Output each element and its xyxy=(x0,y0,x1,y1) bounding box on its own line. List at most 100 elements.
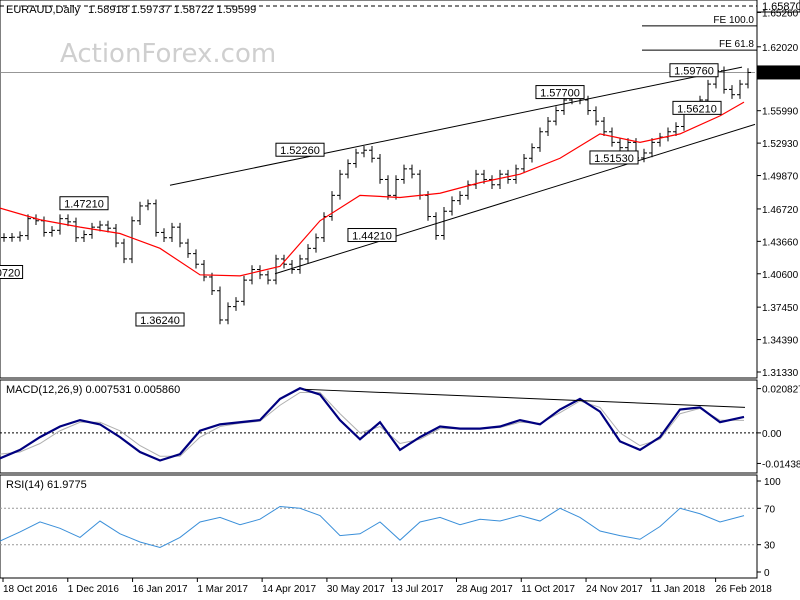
macd-series: 0.020827 0.00 -0.014386 xyxy=(0,385,800,470)
price-bar xyxy=(65,214,71,227)
price-bar xyxy=(97,220,103,232)
x-tick-label: 26 Feb 2018 xyxy=(716,584,773,595)
macd-y-tick-label: 0.00 xyxy=(762,429,782,440)
rsi-line xyxy=(0,505,745,548)
price-annotation: 1.56210 xyxy=(672,100,722,115)
rsi-series: 100 70 30 0 xyxy=(0,477,781,579)
y-tick-label: 1.31330 xyxy=(762,368,799,379)
moving-average-line xyxy=(0,101,745,277)
price-bar xyxy=(361,145,367,158)
price-bar xyxy=(137,201,143,226)
price-bar xyxy=(353,148,359,168)
price-bar xyxy=(121,238,127,264)
x-tick-label: 1 Dec 2016 xyxy=(68,584,120,595)
ohlc-readout: 1.58918 1.59737 1.58722 1.59599 xyxy=(88,4,256,16)
y-tick-label: 1.65260 xyxy=(762,8,799,19)
price-annotation: 1.59760 xyxy=(669,63,719,78)
price-bar xyxy=(617,138,623,152)
y-tick-label: 1.49870 xyxy=(762,172,799,183)
price-bar xyxy=(225,302,231,325)
price-bar xyxy=(585,95,591,115)
price-bar xyxy=(513,164,519,184)
price-bar xyxy=(217,286,223,325)
price-bar xyxy=(601,116,607,137)
price-bar xyxy=(553,106,559,126)
price-bar xyxy=(745,68,751,89)
x-tick-label: 11 Jan 2018 xyxy=(651,584,706,595)
annotation-box xyxy=(347,228,397,243)
annotation-box xyxy=(59,196,109,211)
macd-y-tick-label: -0.014386 xyxy=(762,459,800,470)
price-bar xyxy=(265,270,271,285)
price-bar xyxy=(393,175,399,200)
price-bar xyxy=(441,207,447,240)
rsi-y-tick-label: 100 xyxy=(764,477,781,488)
rsi-y-tick-label: 70 xyxy=(764,504,776,515)
rsi-panel xyxy=(0,474,758,579)
price-annotation: 1.52260 xyxy=(275,142,325,157)
price-bar xyxy=(1,233,7,242)
price-bar xyxy=(57,214,63,235)
annotation-text: 1.56210 xyxy=(677,103,717,115)
fib-level-label: FE 100.0 xyxy=(713,15,754,26)
rsi-y-tick-label: 0 xyxy=(764,568,770,579)
price-bar xyxy=(273,254,279,285)
price-bar xyxy=(401,164,407,184)
price-bar xyxy=(161,228,167,242)
price-bar xyxy=(609,127,615,147)
channel-trendline xyxy=(274,123,756,275)
price-bar xyxy=(385,175,391,200)
price-bar xyxy=(729,85,735,99)
macd-y-tick-label: 0.020827 xyxy=(762,385,800,396)
price-bar xyxy=(105,220,111,233)
price-bar xyxy=(145,199,151,211)
price-bar xyxy=(641,148,647,163)
price-bar xyxy=(721,66,727,94)
current-price-text: 1.59599 xyxy=(762,67,800,79)
price-bar xyxy=(113,223,119,248)
x-tick-label: 1 Mar 2017 xyxy=(197,584,248,595)
price-reference-lines: FE 100.0 FE 61.8 xyxy=(0,5,757,275)
price-bar xyxy=(449,196,455,216)
price-bar xyxy=(369,145,375,163)
price-bar xyxy=(649,138,655,158)
price-bar xyxy=(193,249,199,269)
annotation-text: 1.52260 xyxy=(280,145,320,157)
price-bar xyxy=(337,169,343,200)
x-tick-label: 16 Jan 2017 xyxy=(133,584,188,595)
watermark: ActionForex.com xyxy=(60,39,276,69)
price-bar xyxy=(329,191,335,221)
y-tick-label: 1.52930 xyxy=(762,139,799,150)
price-panel xyxy=(0,0,758,379)
macd-trendline xyxy=(304,388,746,408)
price-bar xyxy=(305,244,311,264)
price-bar xyxy=(241,275,247,306)
price-bar xyxy=(673,122,679,137)
price-bar xyxy=(521,154,527,174)
y-tick-label: 1.43660 xyxy=(762,237,799,248)
price-bar xyxy=(73,217,79,242)
price-bar xyxy=(705,79,711,105)
fib-level-label: FE 61.8 xyxy=(719,39,754,50)
x-tick-label: 30 May 2017 xyxy=(327,584,385,595)
price-bar xyxy=(497,169,503,189)
price-bar xyxy=(457,191,463,205)
annotation-text: 1.47210 xyxy=(64,199,104,211)
price-annotation: 1.36240 xyxy=(135,312,185,327)
x-tick-label: 13 Jul 2017 xyxy=(392,584,444,595)
y-tick-label: 1.55990 xyxy=(762,107,799,118)
annotation-box xyxy=(135,312,185,327)
price-bar xyxy=(489,175,495,189)
price-annotation: 1.47210 xyxy=(59,196,109,211)
annotation-box xyxy=(672,100,722,115)
annotation-box xyxy=(669,63,719,78)
price-bar xyxy=(169,222,175,242)
price-bar xyxy=(289,259,295,274)
price-bar xyxy=(593,106,599,126)
price-bar xyxy=(17,231,23,242)
